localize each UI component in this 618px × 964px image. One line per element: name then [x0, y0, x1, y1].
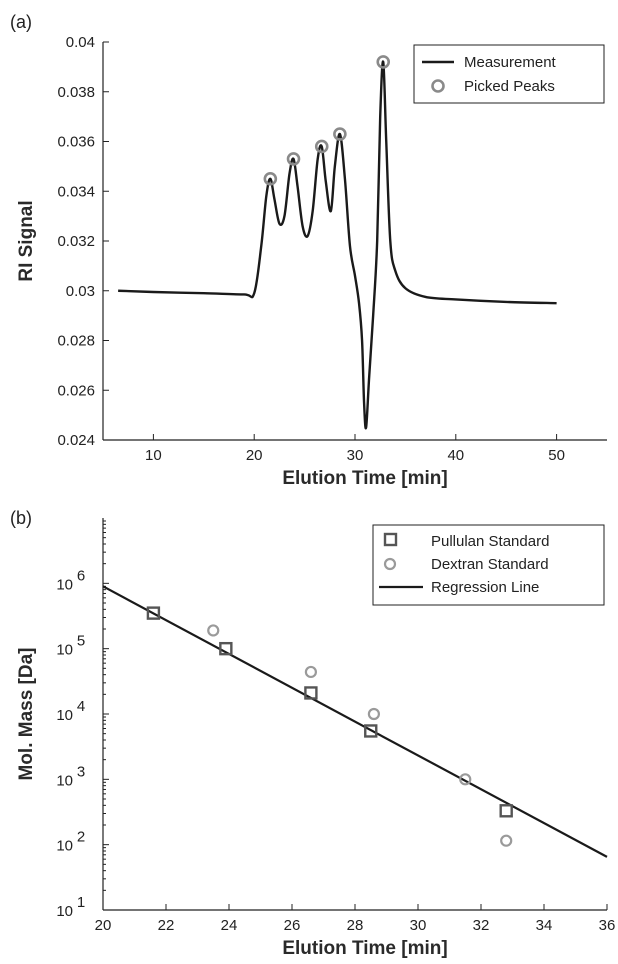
y-tick-label-exp-b: 4 [77, 698, 85, 715]
pullulan-point [304, 686, 318, 700]
legend-a [413, 44, 605, 104]
y-tick-label-a: 0.04 [66, 34, 95, 51]
legend-pullulan-label: Pullulan Standard [431, 533, 549, 550]
picked-peak-point [263, 172, 278, 186]
y-tick-label-exp-b: 6 [77, 567, 85, 584]
dextran-point [304, 665, 317, 679]
y-axis-label-a: RI Signal [16, 200, 37, 281]
legend-b [372, 524, 605, 606]
y-tick-label-a: 0.036 [57, 134, 95, 151]
y-tick-label-exp-b: 1 [77, 894, 85, 911]
picked-peak-point [376, 55, 391, 69]
pullulan-point [364, 724, 378, 738]
x-tick-label-b: 26 [284, 917, 301, 934]
dextran-point [207, 624, 220, 637]
y-tick-label-base-b: 10 [56, 707, 73, 724]
x-axis-label-b: Elution Time [min] [282, 938, 447, 959]
legend-measurement-label: Measurement [464, 54, 557, 71]
legend-dextran-label: Dextran Standard [431, 556, 549, 573]
x-tick-label-b: 22 [158, 917, 175, 934]
x-tick-label-b: 20 [95, 917, 112, 934]
y-tick-label-base-b: 10 [56, 642, 73, 659]
x-tick-label-b: 36 [599, 917, 616, 934]
pullulan-point [219, 641, 233, 656]
x-tick-label-b: 28 [347, 917, 364, 934]
x-tick-label-b: 24 [221, 917, 238, 934]
y-tick-label-a: 0.032 [57, 233, 95, 250]
legend-peaks-swatch [431, 79, 445, 93]
y-tick-label-exp-b: 3 [77, 763, 85, 780]
legend-dextran-swatch [383, 557, 397, 571]
x-tick-label-b: 32 [473, 917, 490, 934]
dextran-point [500, 834, 513, 847]
legend-pullulan-swatch [383, 532, 398, 547]
pullulan-point [499, 804, 513, 818]
y-tick-label-exp-b: 2 [77, 829, 85, 846]
y-axis-label-b: Mol. Mass [Da] [16, 647, 37, 780]
x-tick-label-a: 40 [447, 447, 464, 464]
y-tick-label-exp-b: 5 [77, 633, 85, 650]
x-tick-label-a: 50 [548, 447, 565, 464]
y-tick-label-a: 0.034 [57, 183, 95, 200]
y-tick-label-a: 0.026 [57, 382, 95, 399]
picked-peak-point [333, 127, 347, 141]
dextran-point [459, 773, 472, 786]
y-tick-label-a: 0.03 [66, 283, 95, 300]
y-tick-label-a: 0.038 [57, 84, 95, 101]
y-tick-label-base-b: 10 [56, 838, 73, 855]
picked-peak-point [314, 139, 329, 154]
y-tick-label-a: 0.028 [57, 333, 95, 350]
picked-peak-point [286, 152, 301, 166]
x-tick-label-b: 30 [410, 917, 427, 934]
regression-line [102, 585, 608, 858]
x-tick-label-a: 20 [246, 447, 263, 464]
x-tick-label-a: 10 [145, 447, 162, 464]
legend-regression-label: Regression Line [431, 579, 539, 596]
x-axis-label-a: Elution Time [min] [282, 468, 447, 489]
legend-peaks-label: Picked Peaks [464, 78, 555, 95]
x-tick-label-a: 30 [347, 447, 364, 464]
pullulan-point [146, 606, 161, 620]
y-tick-label-base-b: 10 [56, 576, 73, 593]
dextran-point [367, 707, 380, 721]
y-tick-label-base-b: 10 [56, 903, 73, 920]
x-tick-label-b: 34 [536, 917, 553, 934]
y-tick-label-base-b: 10 [56, 772, 73, 789]
panel-label-b: (b) [10, 508, 32, 528]
y-tick-label-a: 0.024 [57, 432, 95, 449]
measurement-line [118, 60, 557, 430]
panel-label-a: (a) [10, 12, 32, 32]
